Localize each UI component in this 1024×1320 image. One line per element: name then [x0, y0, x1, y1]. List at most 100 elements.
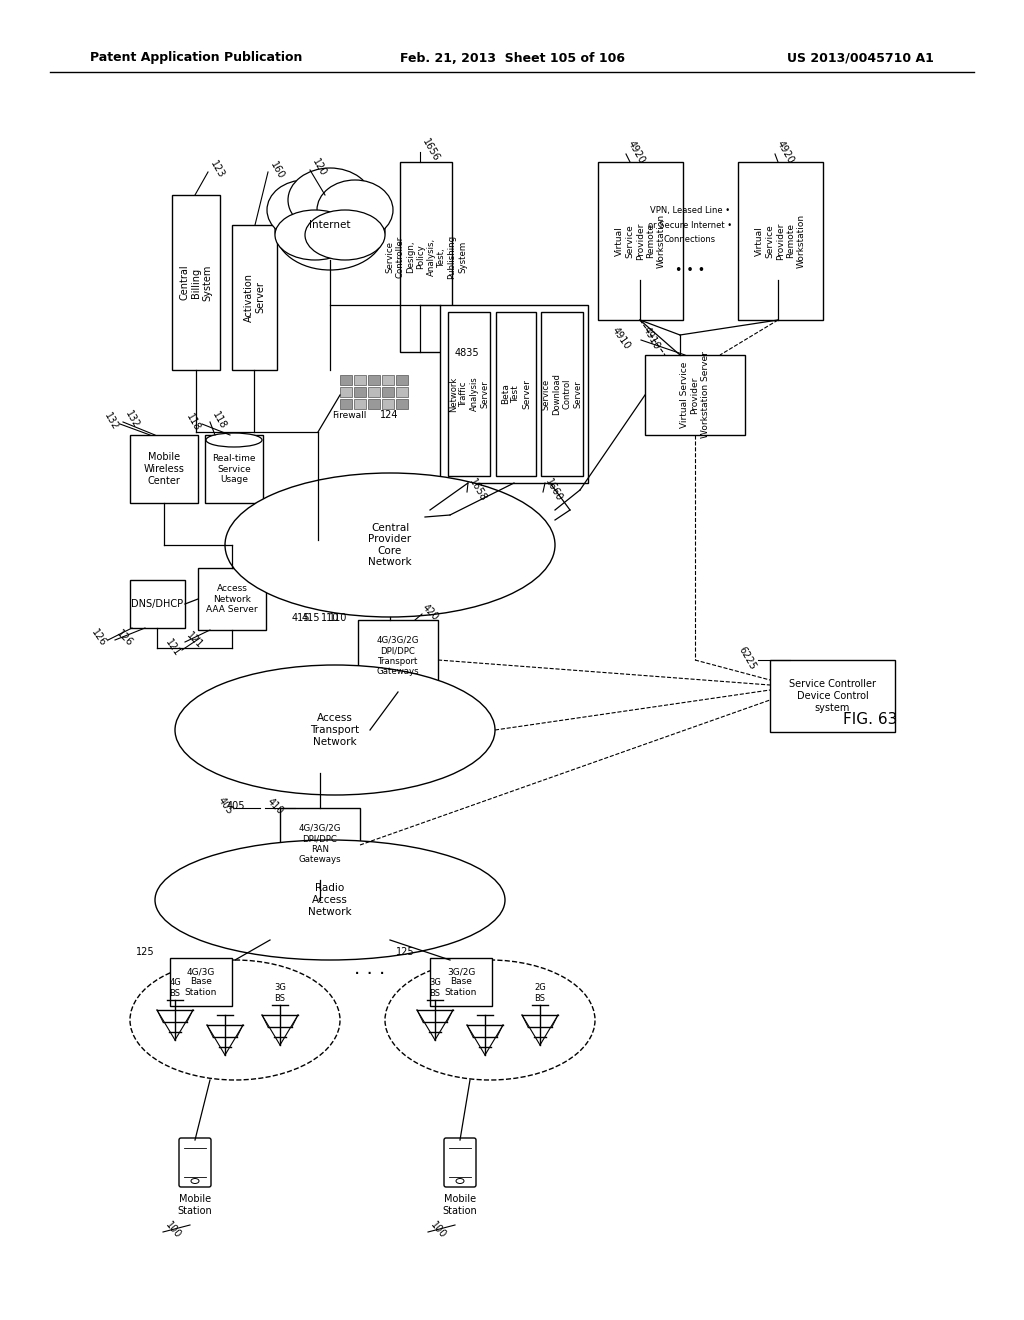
Text: 4G
BS: 4G BS	[169, 978, 181, 998]
Ellipse shape	[155, 840, 505, 960]
Text: · · ·: · · ·	[354, 965, 386, 985]
Bar	[368, 399, 380, 409]
Text: 125: 125	[136, 946, 155, 957]
Text: 121: 121	[163, 638, 182, 659]
Text: 405: 405	[216, 796, 234, 817]
Text: Service
Controller
Design,
Policy
Analysis,
Test,
Publishing
System: Service Controller Design, Policy Analys…	[385, 235, 467, 279]
Text: 132: 132	[123, 409, 141, 430]
Text: Mobile
Station: Mobile Station	[442, 1195, 477, 1216]
Text: DNS/DHCP: DNS/DHCP	[131, 599, 183, 609]
Text: 100: 100	[163, 1220, 182, 1241]
Ellipse shape	[206, 433, 262, 447]
Bar	[382, 387, 394, 397]
Bar	[541, 312, 583, 477]
Text: Connections: Connections	[664, 235, 716, 244]
Bar	[232, 224, 278, 370]
FancyBboxPatch shape	[444, 1138, 476, 1187]
Bar	[205, 436, 263, 503]
Text: FIG. 63: FIG. 63	[843, 713, 897, 727]
Bar	[170, 958, 232, 1006]
Bar	[280, 808, 360, 880]
Bar	[340, 375, 352, 385]
Text: 118: 118	[210, 409, 228, 430]
Text: 110: 110	[329, 612, 347, 623]
Ellipse shape	[225, 473, 555, 616]
Bar	[396, 375, 408, 385]
Bar	[770, 660, 895, 733]
Text: 4920: 4920	[775, 139, 796, 165]
Text: 4G/3G
Base
Station: 4G/3G Base Station	[184, 968, 217, 997]
Text: 415: 415	[301, 612, 319, 623]
Ellipse shape	[130, 960, 340, 1080]
Text: Virtual
Service
Provider
Remote
Workstation: Virtual Service Provider Remote Workstat…	[756, 214, 806, 268]
Text: 1660: 1660	[543, 477, 564, 503]
Ellipse shape	[175, 665, 495, 795]
Text: Virtual
Service
Provider
Remote
Workstation: Virtual Service Provider Remote Workstat…	[615, 214, 666, 268]
Text: Network
Traffic
Analysis
Server: Network Traffic Analysis Server	[449, 376, 489, 412]
Text: 4G/3G/2G
DPI/DPC
RAN
Gateways: 4G/3G/2G DPI/DPC RAN Gateways	[299, 824, 341, 865]
Text: Firewall: Firewall	[332, 411, 367, 420]
Ellipse shape	[191, 1179, 199, 1184]
Ellipse shape	[275, 210, 355, 260]
Bar	[382, 375, 394, 385]
Text: 123: 123	[208, 160, 226, 181]
Text: 126: 126	[115, 628, 135, 648]
Ellipse shape	[456, 1179, 464, 1184]
Text: Internet: Internet	[309, 220, 351, 230]
Text: 3G
BS: 3G BS	[429, 978, 441, 998]
Ellipse shape	[267, 180, 343, 240]
Text: Real-time
Service
Usage: Real-time Service Usage	[212, 454, 256, 484]
Ellipse shape	[317, 180, 393, 240]
Text: 4910: 4910	[641, 325, 662, 351]
Text: 6225: 6225	[737, 644, 758, 672]
Bar	[430, 958, 492, 1006]
Text: Radio
Access
Network: Radio Access Network	[308, 883, 352, 916]
Text: or Secure Internet •: or Secure Internet •	[648, 220, 732, 230]
Text: 1656: 1656	[420, 137, 441, 164]
Text: Service
Download
Control
Server: Service Download Control Server	[542, 374, 582, 414]
Text: Access
Network
AAA Server: Access Network AAA Server	[206, 583, 258, 614]
Text: Central
Provider
Core
Network: Central Provider Core Network	[369, 523, 412, 568]
Text: VPN, Leased Line •: VPN, Leased Line •	[650, 206, 730, 214]
Bar	[358, 620, 438, 692]
Bar	[340, 387, 352, 397]
Text: 3G/2G
Base
Station: 3G/2G Base Station	[444, 968, 477, 997]
Bar	[340, 399, 352, 409]
Ellipse shape	[275, 190, 385, 271]
Text: 132: 132	[102, 412, 120, 433]
Bar	[396, 387, 408, 397]
Bar	[440, 305, 588, 483]
Text: 124: 124	[380, 411, 398, 420]
Text: 4910: 4910	[609, 325, 632, 351]
Text: Feb. 21, 2013  Sheet 105 of 106: Feb. 21, 2013 Sheet 105 of 106	[399, 51, 625, 65]
Text: 4835: 4835	[455, 348, 479, 358]
Text: 126: 126	[89, 627, 108, 648]
Text: Patent Application Publication: Patent Application Publication	[90, 51, 302, 65]
Bar	[368, 387, 380, 397]
Text: Mobile
Station: Mobile Station	[177, 1195, 212, 1216]
Text: 3G
BS: 3G BS	[274, 983, 286, 1003]
Text: Central
Billing
System: Central Billing System	[179, 264, 213, 301]
Text: 405: 405	[226, 801, 245, 810]
Text: US 2013/0045710 A1: US 2013/0045710 A1	[787, 51, 934, 65]
Text: 160: 160	[268, 160, 286, 181]
Bar	[400, 162, 452, 352]
Text: 4G/3G/2G
DPI/DPC
Transport
Gateways: 4G/3G/2G DPI/DPC Transport Gateways	[377, 636, 419, 676]
Bar	[198, 568, 266, 630]
FancyBboxPatch shape	[179, 1138, 211, 1187]
Bar	[645, 355, 745, 436]
Bar	[496, 312, 536, 477]
Text: 125: 125	[396, 946, 415, 957]
Text: Mobile
Wireless
Center: Mobile Wireless Center	[143, 453, 184, 486]
Text: 2G
BS: 2G BS	[535, 983, 546, 1003]
Text: 420: 420	[420, 602, 440, 622]
Text: 410: 410	[265, 796, 285, 816]
Text: 1658: 1658	[467, 477, 488, 503]
Bar	[354, 387, 366, 397]
Text: Virtual Service
Provider
Workstation Server: Virtual Service Provider Workstation Ser…	[680, 351, 710, 438]
Text: 100: 100	[428, 1220, 447, 1241]
Bar	[130, 579, 185, 628]
Text: Access
Transport
Network: Access Transport Network	[310, 713, 359, 747]
Bar	[354, 399, 366, 409]
Bar	[172, 195, 220, 370]
